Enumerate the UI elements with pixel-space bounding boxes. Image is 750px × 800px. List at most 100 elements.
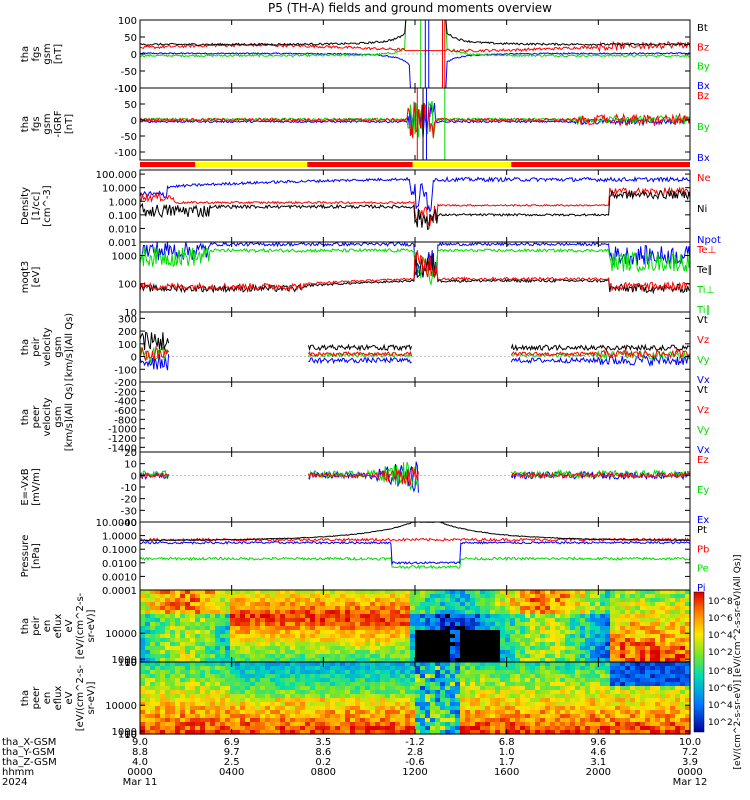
spec-cell xyxy=(575,674,581,679)
x-axis-tick-label: 3.1 xyxy=(590,757,606,768)
spec-cell xyxy=(200,642,206,647)
spec-cell xyxy=(195,610,201,615)
spec-cell xyxy=(140,610,146,615)
spec-cell xyxy=(605,650,611,655)
legend-entry: Vx xyxy=(697,445,710,456)
spec-cell xyxy=(290,678,296,683)
x-axis-tick-label: Mar 11 xyxy=(123,777,158,788)
spec-cell xyxy=(160,642,166,647)
spec-cell xyxy=(625,626,631,631)
spec-cell xyxy=(175,646,181,651)
spec-cell xyxy=(150,666,156,671)
spec-cell xyxy=(205,666,211,671)
spec-cell xyxy=(400,638,406,643)
spec-cell xyxy=(155,726,161,731)
spec-cell xyxy=(640,602,646,607)
spec-cell xyxy=(350,666,356,671)
spec-cell xyxy=(290,622,296,627)
spec-cell xyxy=(355,710,361,715)
spec-cell xyxy=(195,722,201,727)
spec-cell xyxy=(620,670,626,675)
spec-cell xyxy=(415,594,421,599)
spec-cell xyxy=(370,718,376,723)
spec-cell xyxy=(475,710,481,715)
spec-cell xyxy=(520,710,526,715)
spec-cell xyxy=(580,638,586,643)
y-axis-label: eflux xyxy=(53,614,64,639)
spec-cell xyxy=(670,638,676,643)
spec-cell xyxy=(450,594,456,599)
spec-cell xyxy=(195,726,201,731)
spec-cell xyxy=(345,670,351,675)
spec-cell xyxy=(285,690,291,695)
spec-cell xyxy=(195,590,201,595)
spec-cell xyxy=(665,682,671,687)
spec-cell xyxy=(380,638,386,643)
spec-cell xyxy=(400,686,406,691)
spec-cell xyxy=(575,730,581,735)
y-axis-label: eflux xyxy=(53,686,64,711)
spec-cell xyxy=(535,650,541,655)
spec-cell xyxy=(235,686,241,691)
spec-cell xyxy=(575,622,581,627)
spec-cell xyxy=(420,606,426,611)
spec-cell xyxy=(535,626,541,631)
spec-cell xyxy=(240,622,246,627)
spec-cell xyxy=(660,730,666,735)
spec-cell xyxy=(250,722,256,727)
spec-cell xyxy=(540,610,546,615)
spec-cell xyxy=(200,626,206,631)
legend-entry: Pi xyxy=(697,583,706,594)
spec-cell xyxy=(170,694,176,699)
spec-cell xyxy=(350,610,356,615)
spec-cell xyxy=(615,726,621,731)
spec-cell xyxy=(320,646,326,651)
spec-cell xyxy=(390,606,396,611)
spec-cell xyxy=(410,690,416,695)
spec-cell xyxy=(235,698,241,703)
spec-cell xyxy=(485,594,491,599)
spec-cell xyxy=(650,666,656,671)
spec-cell xyxy=(385,598,391,603)
spec-cell xyxy=(490,598,496,603)
spec-cell xyxy=(365,726,371,731)
spec-cell xyxy=(580,630,586,635)
spec-cell xyxy=(360,594,366,599)
spec-cell xyxy=(215,638,221,643)
bz-line-seg-0 xyxy=(140,40,690,53)
spec-cell xyxy=(610,610,616,615)
spec-cell xyxy=(190,642,196,647)
spec-cell xyxy=(160,710,166,715)
spec-cell xyxy=(575,694,581,699)
spec-cell xyxy=(290,590,296,595)
spec-cell xyxy=(665,674,671,679)
spec-cell xyxy=(340,662,346,667)
spec-cell xyxy=(430,610,436,615)
spec-cell xyxy=(585,662,591,667)
spec-cell xyxy=(580,642,586,647)
spec-cell xyxy=(565,690,571,695)
spec-cell xyxy=(255,654,261,659)
spec-cell xyxy=(620,730,626,735)
spec-cell xyxy=(270,730,276,735)
spec-cell xyxy=(140,634,146,639)
spec-cell xyxy=(365,722,371,727)
spec-cell xyxy=(270,678,276,683)
spec-cell xyxy=(405,714,411,719)
spec-cell xyxy=(215,710,221,715)
spec-cell xyxy=(420,618,426,623)
spec-cell xyxy=(655,650,661,655)
spec-cell xyxy=(385,714,391,719)
spec-cell xyxy=(295,610,301,615)
spec-cell xyxy=(300,630,306,635)
spec-cell xyxy=(290,614,296,619)
spec-cell xyxy=(595,626,601,631)
spec-cell xyxy=(450,606,456,611)
spec-cell xyxy=(165,710,171,715)
spec-cell xyxy=(310,686,316,691)
spec-cell xyxy=(625,714,631,719)
spec-cell xyxy=(575,646,581,651)
spec-cell xyxy=(175,698,181,703)
spec-cell xyxy=(595,650,601,655)
spec-cell xyxy=(385,634,391,639)
